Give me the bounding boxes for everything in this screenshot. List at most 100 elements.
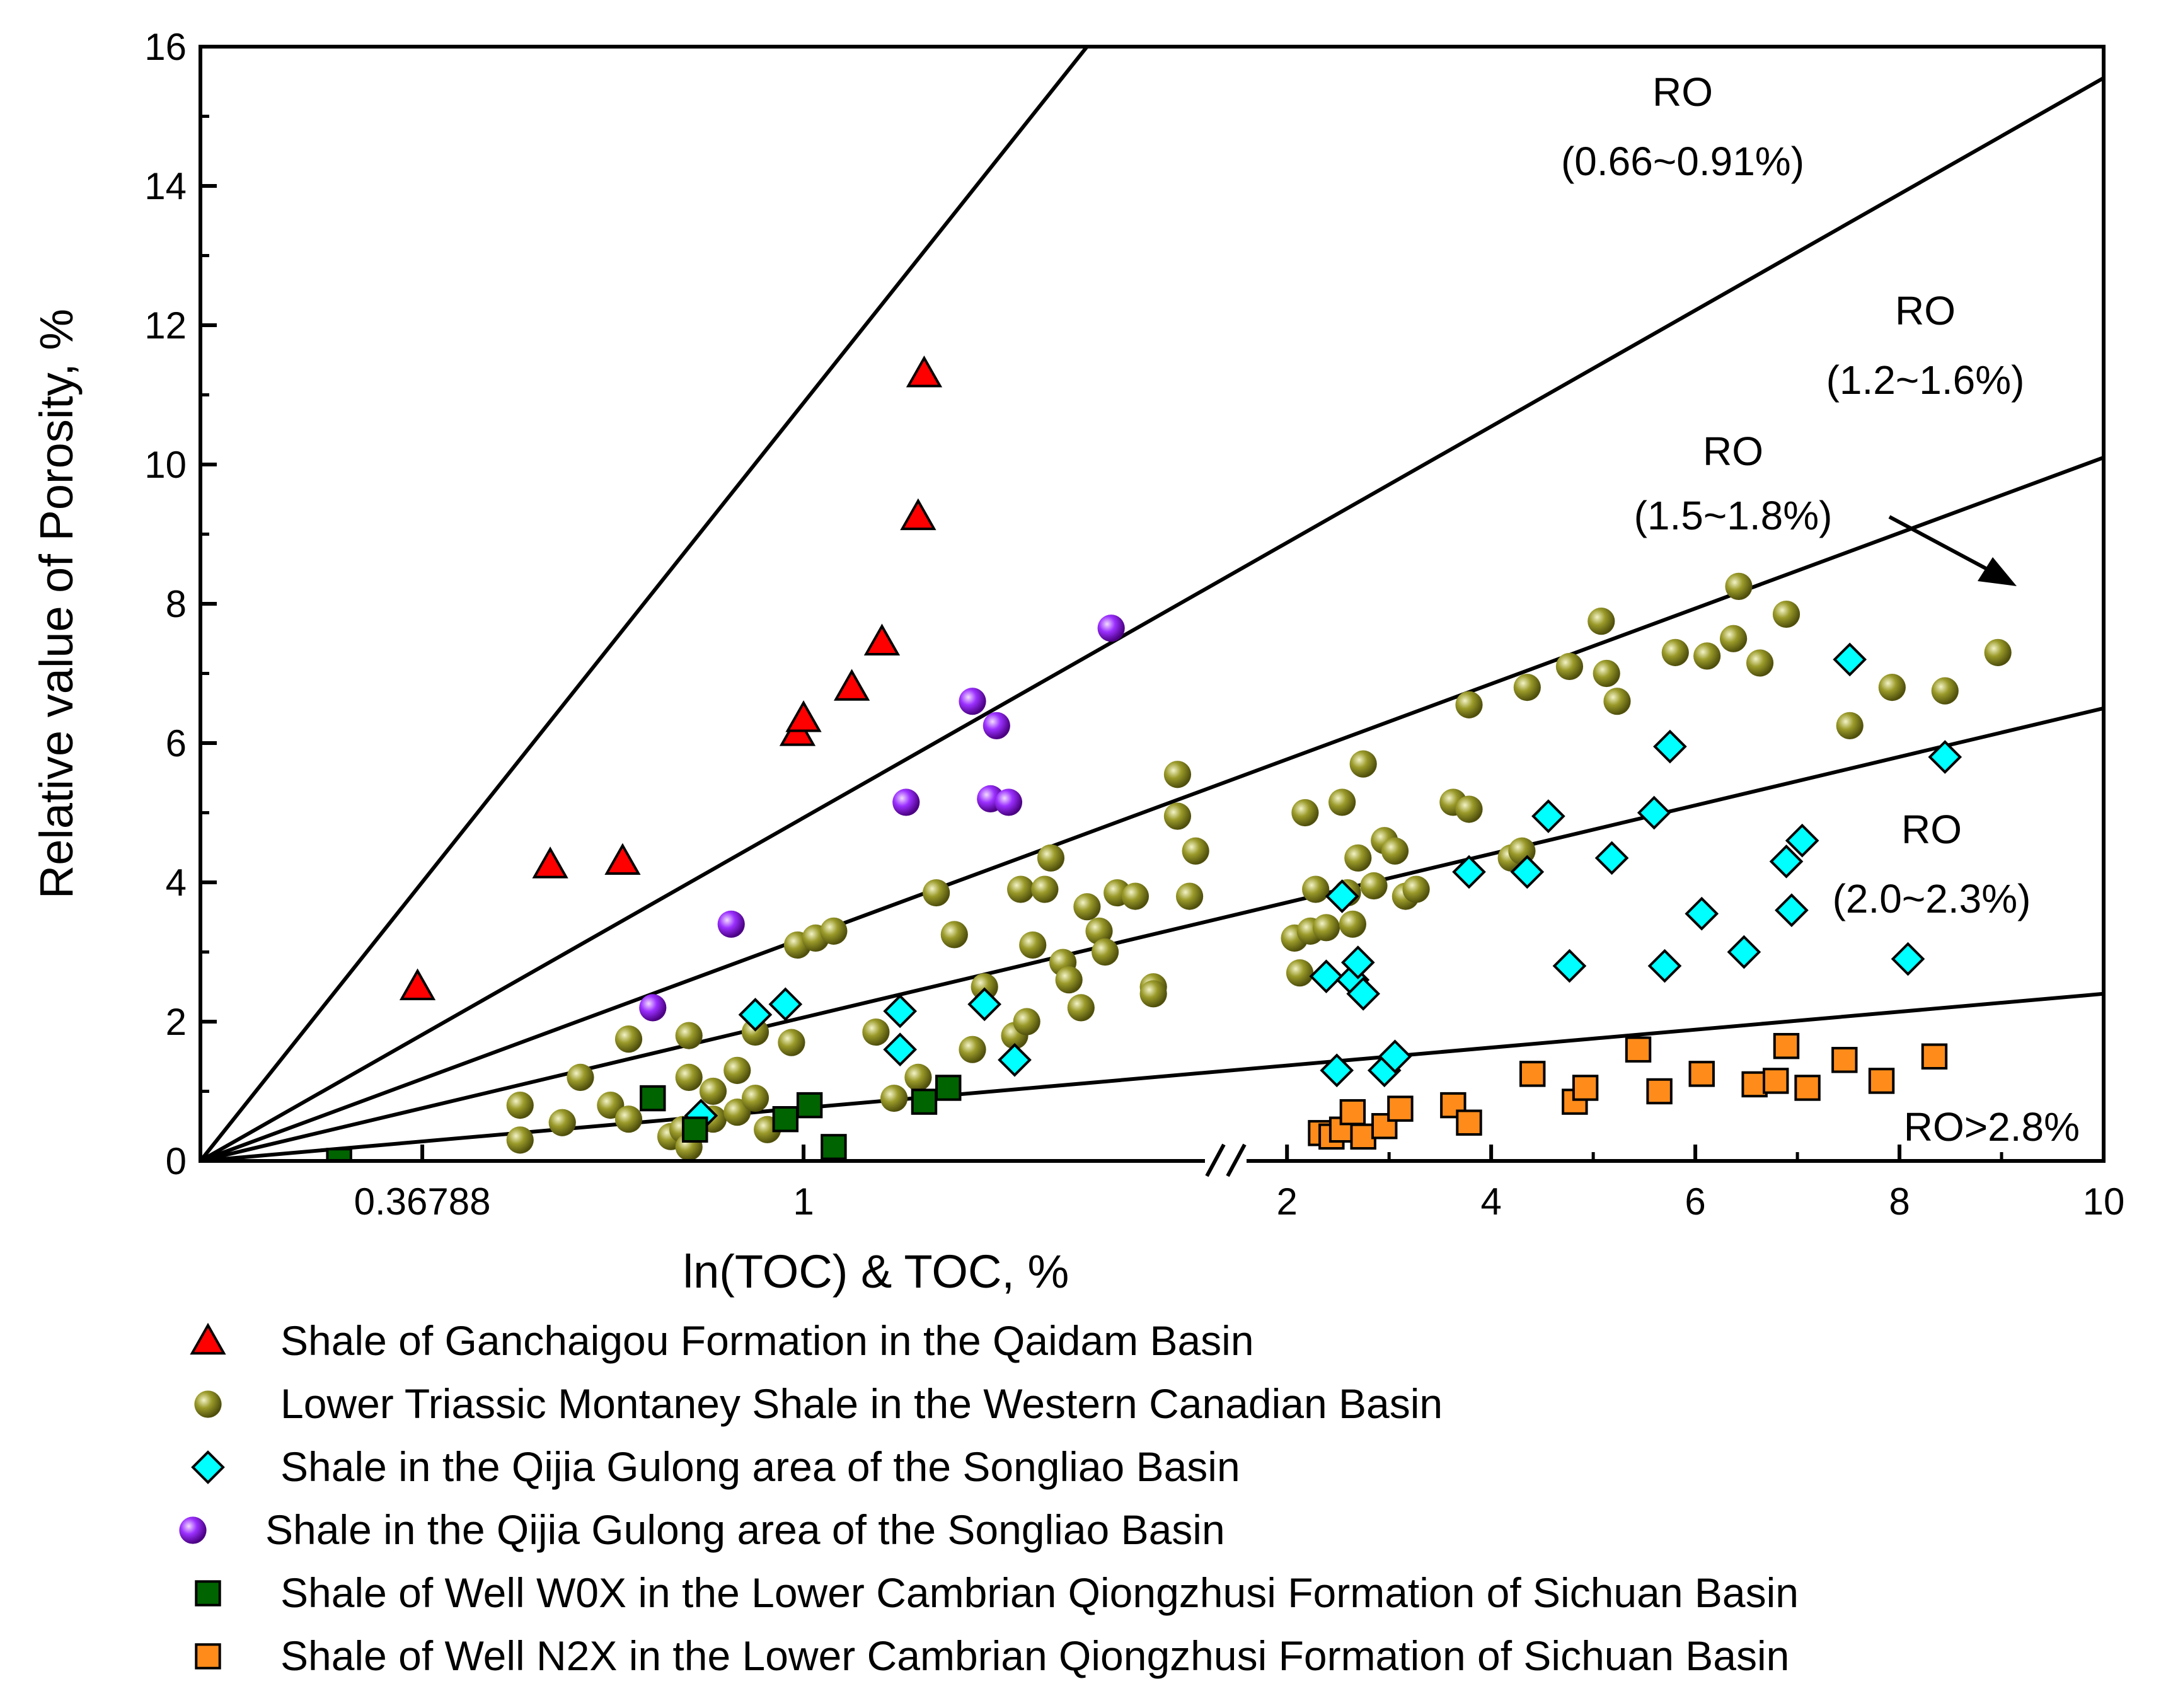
- data-point: [614, 1105, 643, 1133]
- annotation-ro-15-18-line2: (1.5~1.8%): [1634, 493, 1833, 538]
- annotation-ro-15-18-line1: RO: [1703, 429, 1763, 474]
- annotation-ro-12-16: RO (1.2~1.6%): [1826, 288, 2025, 403]
- data-point: [326, 1148, 352, 1161]
- data-point: [1402, 875, 1430, 903]
- data-point: [935, 1075, 962, 1101]
- x-axis-ticks: 0.36788 1 2 4 6 8 10: [354, 1145, 2125, 1223]
- series-3: [684, 642, 1962, 1133]
- legend-marker: [195, 1643, 221, 1670]
- annotation-ro-066-091-line1: RO: [1652, 69, 1713, 115]
- data-point: [768, 987, 803, 1022]
- data-point: [548, 1109, 576, 1136]
- data-point: [863, 623, 901, 655]
- data-point: [1452, 855, 1486, 889]
- x-tick-label: 4: [1480, 1180, 1501, 1223]
- data-point: [741, 1018, 769, 1046]
- legend: Shale of Ganchaigou Formation in the Qai…: [179, 1317, 1799, 1679]
- trend-lines: [200, 47, 2104, 1161]
- annotation-arrow: [1888, 515, 1999, 577]
- data-point: [1097, 615, 1125, 642]
- data-point: [1928, 740, 1962, 774]
- data-point: [982, 712, 1010, 739]
- series-6: [1308, 1032, 1948, 1150]
- data-point: [1510, 855, 1545, 889]
- legend-item: Shale of Ganchaigou Formation in the Qai…: [190, 1317, 1254, 1364]
- legend-item: Shale of Well N2X in the Lower Cambrian …: [195, 1632, 1789, 1679]
- legend-label: Shale of Well N2X in the Lower Cambrian …: [280, 1632, 1789, 1679]
- legend-marker: [190, 1322, 226, 1355]
- data-point: [1587, 608, 1615, 635]
- data-point: [1340, 945, 1375, 979]
- axis-break: [1205, 1143, 1247, 1177]
- data-point: [1741, 1071, 1768, 1098]
- y-tick-label: 8: [166, 583, 187, 625]
- data-point: [567, 1063, 594, 1091]
- data-point: [506, 1092, 534, 1119]
- data-point: [1763, 1068, 1789, 1094]
- data-point: [1519, 1061, 1546, 1087]
- legend-label: Shale of Ganchaigou Formation in the Qai…: [280, 1317, 1254, 1364]
- data-point: [1746, 649, 1774, 677]
- y-tick-label: 2: [166, 1001, 187, 1043]
- data-point: [1868, 1068, 1895, 1094]
- x-tick-label: 10: [2083, 1180, 2125, 1223]
- annotation-ro-12-16-line2: (1.2~1.6%): [1826, 357, 2025, 403]
- trend-line: [200, 456, 2104, 1161]
- data-point: [1013, 1008, 1040, 1036]
- data-point: [1350, 1123, 1376, 1150]
- trend-line: [200, 47, 1089, 1161]
- data-point: [906, 355, 943, 388]
- data-point: [1055, 966, 1083, 994]
- data-point: [1603, 688, 1631, 715]
- data-point: [900, 498, 936, 531]
- y-tick-label: 10: [144, 444, 187, 486]
- data-point: [506, 1126, 534, 1154]
- data-point: [614, 1025, 643, 1053]
- data-point: [1661, 638, 1689, 666]
- data-point: [1653, 729, 1687, 764]
- data-point: [675, 1022, 703, 1049]
- data-point: [1085, 917, 1113, 945]
- data-point: [1067, 994, 1095, 1022]
- data-point: [1175, 882, 1204, 910]
- data-point: [971, 973, 998, 1001]
- data-point: [1320, 1053, 1354, 1088]
- data-point: [1456, 1109, 1482, 1136]
- x-tick-label: 2: [1276, 1180, 1297, 1223]
- data-point: [1727, 935, 1761, 969]
- x-tick-label: 1: [793, 1180, 814, 1223]
- data-point: [911, 1088, 938, 1115]
- data-point: [639, 994, 667, 1022]
- data-point: [862, 1018, 890, 1046]
- data-point: [1371, 1113, 1398, 1140]
- data-point: [1291, 799, 1319, 827]
- data-point: [1833, 642, 1867, 677]
- data-point: [1312, 914, 1340, 942]
- data-point: [1785, 823, 1819, 858]
- data-point: [399, 968, 436, 1000]
- data-point: [923, 879, 950, 907]
- legend-label: Shale in the Qijia Gulong area of the So…: [265, 1506, 1225, 1553]
- data-point: [1878, 674, 1906, 701]
- data-point: [959, 688, 986, 715]
- data-point: [1121, 882, 1150, 910]
- data-point: [1572, 1075, 1599, 1101]
- data-point: [1646, 1078, 1673, 1105]
- data-point: [778, 1029, 805, 1056]
- data-point: [959, 1036, 986, 1063]
- legend-label: Shale of Well W0X in the Lower Cambrian …: [280, 1569, 1799, 1616]
- legend-marker: [194, 1390, 222, 1418]
- data-point: [1693, 642, 1721, 670]
- trend-line: [200, 76, 2104, 1161]
- data-point: [723, 1056, 751, 1084]
- data-point: [1593, 659, 1620, 688]
- data-point: [1007, 875, 1035, 903]
- data-point: [1182, 837, 1209, 865]
- data-point: [1387, 1095, 1414, 1122]
- data-point: [1773, 1032, 1800, 1059]
- y-tick-label: 4: [166, 862, 187, 904]
- data-point: [821, 1134, 847, 1160]
- data-point: [1931, 677, 1959, 705]
- series-2: [506, 572, 2012, 1161]
- legend-marker: [195, 1580, 221, 1607]
